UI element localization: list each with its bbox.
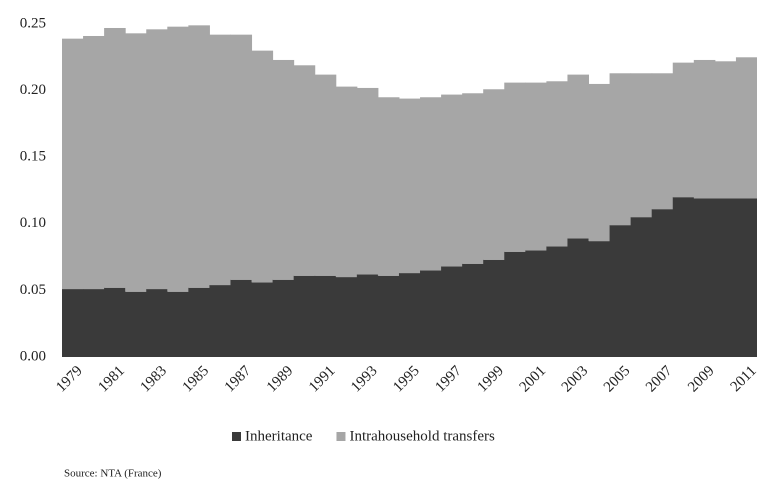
bar-segment	[609, 225, 632, 357]
bar-segment	[651, 73, 674, 210]
bar-segment	[125, 33, 147, 292]
x-tick-label: 2003	[559, 363, 592, 396]
y-tick-label: 0.25	[20, 15, 46, 31]
bar-segment	[146, 289, 168, 357]
bar-segment	[335, 277, 358, 357]
x-tick-label: 1979	[53, 363, 86, 396]
bar-segment	[251, 282, 274, 357]
bar-segment	[630, 73, 653, 218]
legend-label: Inheritance	[245, 428, 313, 444]
x-tick-label: 1989	[264, 363, 297, 396]
bar-segment	[588, 83, 611, 242]
bar-segment	[167, 291, 189, 357]
bar-segment	[735, 198, 757, 357]
bar-segment	[62, 38, 84, 290]
bar-segment	[588, 241, 611, 357]
x-tick-label: 1987	[222, 363, 255, 396]
bar-segment	[462, 263, 484, 357]
bar-segment	[188, 287, 210, 357]
x-tick-label: 1995	[390, 363, 423, 396]
bar-segment	[356, 87, 379, 275]
x-tick-label: 2005	[601, 363, 634, 396]
bar-segment	[483, 259, 505, 357]
bar-segment	[504, 251, 526, 357]
source-note: Source: NTA (France)	[64, 468, 162, 479]
bar-segment	[188, 25, 210, 288]
bar-segment	[693, 198, 716, 357]
y-tick-label: 0.10	[20, 215, 46, 231]
bar-segment	[293, 65, 316, 276]
bar-segment	[146, 29, 168, 290]
bar-segment	[251, 50, 274, 283]
bar-segment	[693, 59, 716, 199]
legend-swatch	[232, 432, 241, 441]
legend-label: Intrahousehold transfers	[349, 428, 495, 444]
bar-segment	[567, 74, 590, 239]
bar-segment	[504, 82, 526, 252]
bar-segment	[525, 82, 547, 251]
x-tick-label: 1991	[306, 363, 339, 396]
y-tick-label: 0.05	[20, 282, 46, 298]
bar-segment	[420, 97, 442, 271]
bar-segment	[377, 97, 400, 276]
bar-segment	[735, 57, 757, 199]
bar-segment	[62, 289, 84, 357]
bar-segment	[209, 285, 231, 357]
bar-segment	[314, 74, 337, 276]
bar-segment	[672, 62, 695, 198]
y-tick-label: 0.20	[20, 82, 46, 98]
bar-segment	[441, 266, 463, 357]
bar-segment	[546, 81, 568, 247]
bar-segment	[377, 275, 400, 357]
bar-segment	[356, 274, 379, 357]
bar-segment	[441, 94, 463, 267]
bar-segment	[714, 61, 737, 199]
x-tick-label: 1981	[95, 363, 128, 396]
x-tick-label: 1993	[348, 363, 381, 396]
bar-segment	[272, 59, 295, 280]
bar-segment	[272, 279, 295, 357]
x-tick-label: 1985	[180, 363, 213, 396]
bar-segment	[230, 279, 253, 357]
x-tick-label: 2001	[517, 363, 550, 396]
x-tick-label: 2007	[643, 363, 676, 396]
bar-segment	[83, 35, 105, 290]
bar-segment	[672, 197, 695, 357]
bar-segment	[525, 250, 547, 357]
bar-segment	[104, 287, 126, 357]
x-tick-label: 2011	[728, 363, 757, 395]
bar-segment	[651, 209, 674, 357]
bar-segment	[104, 27, 126, 288]
bar-segment	[546, 246, 568, 357]
x-tick-label: 1983	[138, 363, 171, 396]
bar-segment	[335, 86, 358, 278]
bar-segment	[209, 34, 231, 286]
bar-segment	[293, 275, 316, 357]
bar-segment	[630, 217, 653, 357]
bar-segment	[125, 291, 147, 357]
bar-segment	[83, 289, 105, 357]
bar-segment	[714, 198, 737, 357]
x-tick-label: 1999	[474, 363, 507, 396]
bar-segment	[420, 270, 442, 357]
y-tick-label: 0.00	[20, 348, 46, 364]
bar-segment	[230, 34, 253, 280]
bar-segment	[314, 275, 337, 357]
x-tick-label: 2009	[685, 363, 718, 396]
bar-segment	[398, 273, 421, 357]
bar-segment	[167, 26, 189, 292]
x-tick-label: 1997	[432, 363, 465, 396]
bar-segment	[483, 89, 505, 260]
bar-segment	[567, 238, 590, 357]
bar-segment	[462, 93, 484, 264]
bar-segment	[609, 73, 632, 226]
legend-swatch	[336, 432, 346, 441]
y-tick-label: 0.15	[20, 149, 46, 165]
bar-segment	[398, 98, 421, 274]
